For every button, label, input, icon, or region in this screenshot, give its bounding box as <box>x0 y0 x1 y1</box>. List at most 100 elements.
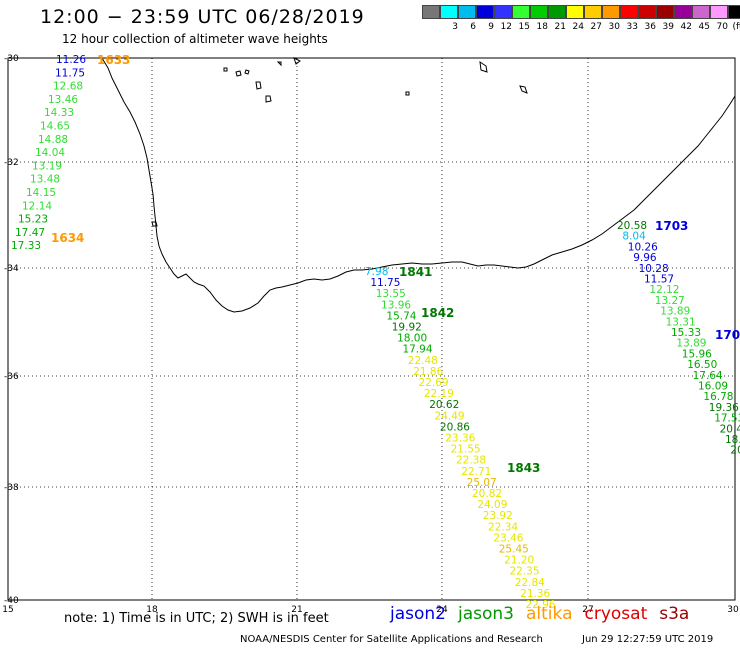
island-9 <box>405 91 410 96</box>
swh-value: 23.46 <box>493 532 523 544</box>
colorbar-label: 24 <box>572 22 584 32</box>
swh-value: 18. <box>725 434 740 446</box>
swh-value: 20.62 <box>429 399 459 411</box>
colorbar-swatch <box>494 5 512 19</box>
colorbar-swatch <box>656 5 674 19</box>
map-subtitle: 12 hour collection of altimeter wave hei… <box>62 32 328 46</box>
swh-value: 13.89 <box>660 306 690 318</box>
swh-value: 11.75 <box>55 67 85 79</box>
swh-value: 8.04 <box>622 231 646 243</box>
latitude-label: -38 <box>4 483 19 493</box>
swh-value: 14.04 <box>35 147 65 159</box>
swh-value: 10.28 <box>639 263 669 275</box>
swh-value: 20.58 <box>617 220 647 232</box>
track-time-label: 1841 <box>399 265 432 279</box>
mission-jason3: jason3 <box>458 604 514 624</box>
latitude-label: -40 <box>4 596 19 606</box>
colorbar-swatch <box>674 5 692 19</box>
swh-value: 14.33 <box>44 107 74 119</box>
swh-value: 22.48 <box>408 355 438 367</box>
swh-value: 10.26 <box>628 241 658 253</box>
longitude-label: 30 <box>727 605 739 615</box>
colorbar-label: (ft) <box>732 22 740 32</box>
swh-value: 15.23 <box>18 214 48 226</box>
latitude-label: -36 <box>4 372 19 382</box>
longitude-label: 18 <box>146 605 158 615</box>
mission-jason2: jason2 <box>390 604 446 624</box>
island-1 <box>223 67 228 72</box>
track-time-label: 1633 <box>97 53 130 67</box>
island-7 <box>293 57 301 65</box>
swh-value: 18.00 <box>397 333 427 345</box>
island-4 <box>255 81 262 90</box>
colorbar-swatch <box>422 5 440 19</box>
swh-value: 22.84 <box>515 577 545 589</box>
swh-value: 23.92 <box>483 510 513 522</box>
swh-value: 15.74 <box>386 310 416 322</box>
swh-value: 19.92 <box>392 322 422 334</box>
swh-value: 14.65 <box>40 121 70 133</box>
colorbar-label: 18 <box>536 22 548 32</box>
colorbar-label: 27 <box>590 22 602 32</box>
colorbar-swatch <box>692 5 710 19</box>
map-title: 12:00 − 23:59 UTC 06/28/2019 <box>40 6 365 28</box>
swh-value: 13.46 <box>48 94 78 106</box>
island-11 <box>151 221 158 227</box>
swh-value: 22.38 <box>456 455 486 467</box>
colorbar-swatch <box>638 5 656 19</box>
swh-value: 22.69 <box>419 377 449 389</box>
swh-value: 11.26 <box>56 54 86 66</box>
swh-value: 23.36 <box>445 433 475 445</box>
island-2 <box>235 70 242 77</box>
swh-value: 12.12 <box>649 284 679 296</box>
swh-value: 11.57 <box>644 274 674 286</box>
swh-value: 17.33 <box>11 240 41 252</box>
swh-value: 20.86 <box>440 421 470 433</box>
swh-value: 13.89 <box>676 338 706 350</box>
track-time-label: 1843 <box>507 461 540 475</box>
colorbar-label: 36 <box>644 22 656 32</box>
colorbar-swatch <box>584 5 602 19</box>
colorbar-label: 39 <box>662 22 674 32</box>
swh-value: 20.4 <box>720 423 740 435</box>
colorbar-label: 12 <box>500 22 512 32</box>
longitude-label: 27 <box>582 605 593 615</box>
graticule <box>8 58 735 600</box>
colorbar-label: 33 <box>626 22 638 32</box>
mission-altika: altika <box>526 604 573 624</box>
swh-value: 13.55 <box>376 288 406 300</box>
longitude-label: 21 <box>291 605 302 615</box>
swh-value: 7.98 <box>365 266 388 278</box>
colorbar-swatch <box>566 5 584 19</box>
island-10 <box>519 85 528 94</box>
swh-value: 22.34 <box>488 521 518 533</box>
colorbar-swatch <box>476 5 494 19</box>
swh-value: 12.68 <box>53 81 83 93</box>
colorbar-label: 15 <box>518 22 530 32</box>
colorbar-label: 45 <box>698 22 710 32</box>
swh-value: 14.15 <box>26 187 56 199</box>
swh-value: 21.86 <box>413 366 443 378</box>
swh-value: 15.33 <box>671 327 701 339</box>
swh-value: 21.20 <box>504 555 534 567</box>
longitude-label: 24 <box>436 605 448 615</box>
swh-value: 20 <box>730 445 740 457</box>
swh-value: 19.36 <box>709 402 739 414</box>
swh-value: 21.55 <box>451 444 481 456</box>
mission-s3a: s3a <box>659 604 690 624</box>
swh-value: 22.19 <box>424 388 454 400</box>
swh-value: 17.94 <box>402 344 432 356</box>
swh-value: 13.27 <box>655 295 685 307</box>
track-time-label: 170 <box>715 328 740 342</box>
swh-value: 11.75 <box>370 277 400 289</box>
colorbar-swatch <box>512 5 530 19</box>
swh-value: 22.71 <box>461 466 491 478</box>
island-5 <box>265 95 272 103</box>
swh-value: 17.64 <box>693 370 723 382</box>
map-note: note: 1) Time is in UTC; 2) SWH is in fe… <box>64 611 329 626</box>
colorbar-swatch <box>530 5 548 19</box>
latitude-label: -34 <box>4 264 19 274</box>
swh-value: 9.96 <box>633 252 657 264</box>
swh-value: 12.14 <box>22 200 52 212</box>
